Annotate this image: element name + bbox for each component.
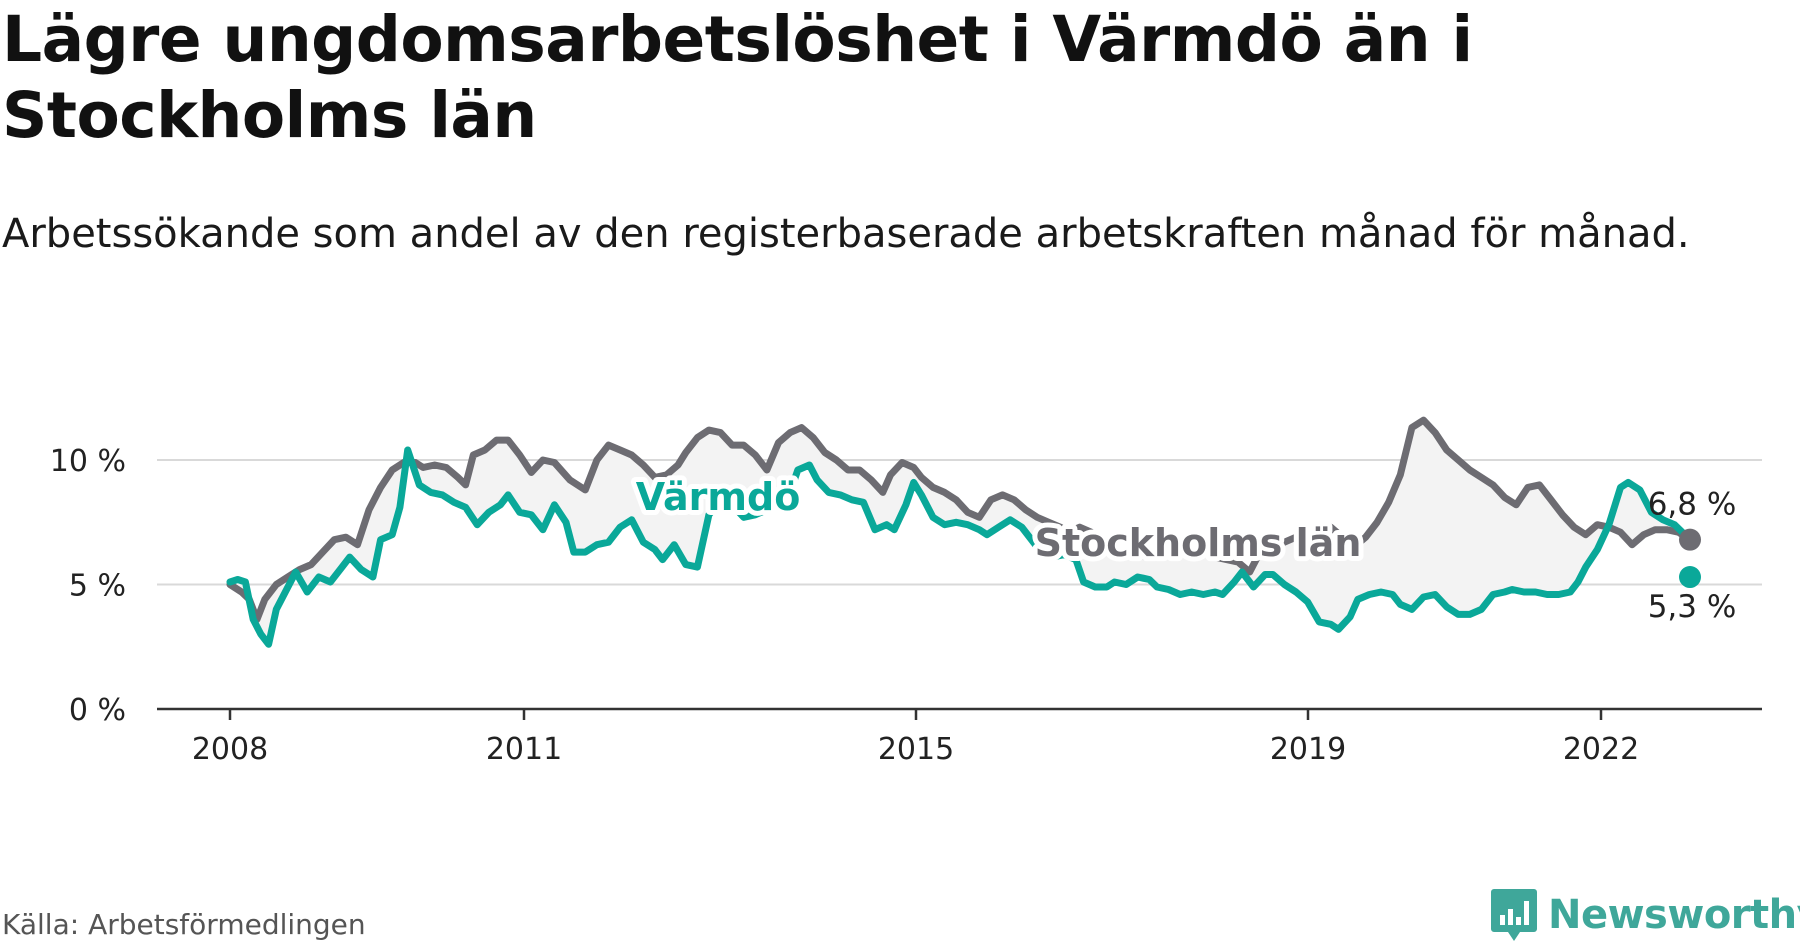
difference-band: [230, 420, 1690, 645]
x-tick-label: 2015: [878, 732, 954, 767]
x-axis: [157, 707, 1762, 720]
series-label-varmdo: Värmdö: [636, 475, 801, 519]
series-line-stockholm: [226, 416, 1694, 623]
end-dot-stockholm: [1679, 528, 1701, 551]
end-dot-varmdo: [1679, 566, 1701, 589]
series-line-varmdo: [226, 446, 1694, 648]
source-note: Källa: Arbetsförmedlingen: [2, 908, 366, 941]
chart-title: Lägre ungdomsarbetslöshet i Värmdö än i …: [2, 3, 1473, 152]
newsworthy-logo[interactable]: Newsworthy: [1490, 887, 1800, 943]
chart-subtitle: Arbetssökande som andel av den registerb…: [2, 211, 1690, 257]
x-tick-label: 2008: [192, 732, 268, 767]
series-label-stockholm: Stockholms län: [1035, 521, 1362, 565]
end-label-stockholm: 6,8 %: [1648, 487, 1737, 523]
x-tick-label: 2022: [1563, 732, 1639, 767]
label-layer: 0 % 5 % 10 % 2008 2011 2015 2019 2022 6,8 % 5,3 %…: [50, 444, 1737, 767]
y-tick-label: 10 %: [50, 444, 126, 479]
x-tick-label: 2019: [1270, 732, 1346, 767]
bar-chart-logo-icon: [1491, 889, 1537, 941]
end-label-varmdo: 5,3 %: [1648, 589, 1737, 625]
x-tick-label: 2011: [486, 732, 562, 767]
series-label-varmdo-halo: Värmdö: [636, 475, 801, 519]
series-label-stockholm-halo: Stockholms län: [1035, 521, 1362, 565]
y-tick-label: 5 %: [69, 569, 126, 604]
y-tick-label: 0 %: [69, 693, 126, 728]
brand-name: Newsworthy: [1548, 892, 1800, 938]
